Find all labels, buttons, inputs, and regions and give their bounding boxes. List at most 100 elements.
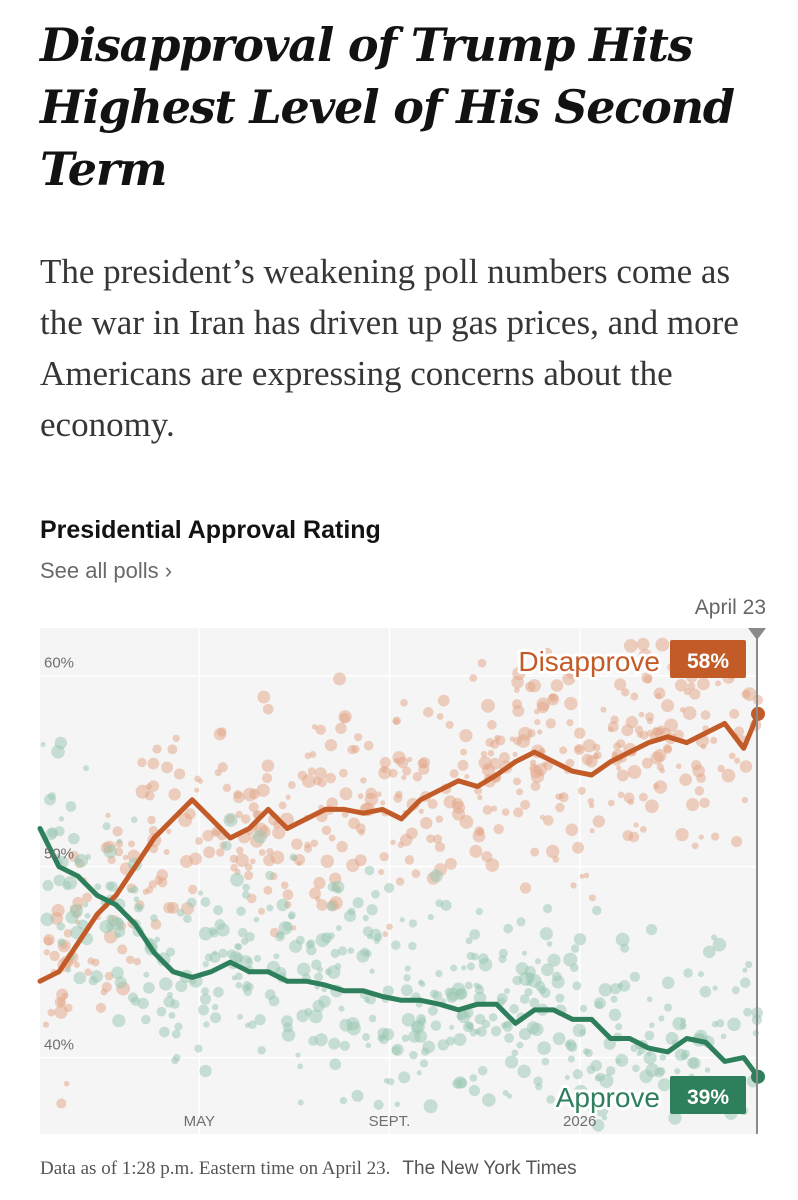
poll-dot xyxy=(236,906,246,916)
poll-dot xyxy=(195,837,203,845)
poll-dot xyxy=(50,912,64,925)
poll-dot xyxy=(392,716,401,726)
poll-dot xyxy=(241,937,249,945)
poll-dot xyxy=(373,1099,384,1110)
poll-dot xyxy=(445,720,454,729)
poll-dot xyxy=(276,898,289,912)
poll-dot xyxy=(582,1048,590,1055)
poll-dot xyxy=(270,850,285,865)
poll-dot xyxy=(720,1033,727,1040)
poll-dot xyxy=(328,834,336,842)
poll-dot xyxy=(680,1017,686,1024)
poll-dot xyxy=(592,905,602,916)
poll-dot xyxy=(382,931,389,938)
poll-dot xyxy=(278,801,287,810)
poll-dot xyxy=(317,778,327,788)
poll-dot xyxy=(95,1002,107,1013)
disapprove-value-label: 58% xyxy=(687,650,729,673)
poll-dot xyxy=(513,736,522,746)
poll-dot xyxy=(542,647,553,658)
poll-dot xyxy=(339,1040,350,1051)
poll-dot xyxy=(82,892,92,903)
poll-dot xyxy=(643,1051,657,1065)
poll-dot xyxy=(436,713,444,720)
poll-dot xyxy=(254,1014,266,1026)
poll-dot xyxy=(369,968,375,974)
poll-dot xyxy=(328,1037,341,1050)
poll-dot xyxy=(403,974,411,982)
poll-dot xyxy=(314,767,327,780)
poll-dot xyxy=(427,1005,438,1016)
poll-dot xyxy=(565,758,575,768)
poll-dot xyxy=(547,953,561,967)
poll-dot xyxy=(564,696,578,711)
poll-dot xyxy=(710,736,718,745)
poll-dot xyxy=(552,855,560,863)
poll-dot xyxy=(697,971,704,978)
see-all-polls-link[interactable]: See all polls › xyxy=(40,558,173,583)
poll-dot xyxy=(646,996,653,1002)
poll-dot xyxy=(203,1021,210,1028)
data-timestamp: Data as of 1:28 p.m. Eastern time on Apr… xyxy=(40,1158,391,1179)
poll-dot xyxy=(469,1074,478,1082)
poll-dot xyxy=(272,826,286,840)
poll-dot xyxy=(203,846,216,859)
poll-dot xyxy=(378,869,385,876)
poll-dot xyxy=(111,966,124,980)
poll-dot xyxy=(645,923,658,936)
poll-dot xyxy=(650,751,664,765)
poll-dot xyxy=(112,1014,126,1028)
poll-dot xyxy=(646,729,654,737)
poll-dot xyxy=(137,757,147,768)
poll-dot xyxy=(339,768,348,778)
poll-dot xyxy=(679,773,692,787)
poll-dot xyxy=(636,1050,642,1057)
poll-dot xyxy=(401,774,407,781)
poll-dot xyxy=(136,905,143,911)
poll-dot xyxy=(566,719,574,727)
poll-dot xyxy=(489,757,502,770)
poll-dot xyxy=(289,939,303,953)
poll-dot xyxy=(84,912,91,919)
poll-dot xyxy=(53,874,66,887)
poll-dot xyxy=(268,995,280,1007)
poll-dot xyxy=(200,897,211,907)
poll-dot xyxy=(406,756,413,763)
poll-dot xyxy=(56,988,69,1001)
poll-dot xyxy=(338,1005,345,1012)
poll-dot xyxy=(655,637,670,652)
poll-dot xyxy=(159,1026,170,1038)
poll-dot xyxy=(573,1084,588,1099)
poll-dot xyxy=(545,718,556,729)
poll-dot xyxy=(592,815,605,828)
poll-dot xyxy=(739,760,753,773)
poll-dot xyxy=(295,1052,301,1058)
poll-dot xyxy=(381,1028,395,1041)
poll-dot xyxy=(282,889,294,901)
poll-dot xyxy=(190,978,197,985)
poll-dot xyxy=(488,1013,498,1022)
poll-dot xyxy=(610,715,619,724)
poll-dot xyxy=(579,1029,586,1036)
poll-dot xyxy=(401,1013,416,1027)
poll-dot xyxy=(130,996,141,1006)
poll-dot xyxy=(646,717,654,725)
series-labels: 58% Disapprove 39% Approve xyxy=(515,640,746,1116)
poll-dot xyxy=(130,816,138,824)
poll-dot xyxy=(362,914,369,922)
poll-dot xyxy=(610,995,618,1003)
current-date-marker xyxy=(748,628,766,1134)
poll-dot xyxy=(339,1096,348,1105)
poll-dot xyxy=(658,1015,665,1022)
poll-dot xyxy=(460,748,468,756)
poll-dot xyxy=(445,1036,455,1046)
poll-dot xyxy=(741,796,749,804)
poll-dot xyxy=(128,840,136,848)
poll-dot xyxy=(176,908,185,917)
poll-dot xyxy=(429,869,443,883)
poll-dot xyxy=(752,1030,760,1037)
poll-dot xyxy=(188,884,198,895)
poll-dot xyxy=(704,1067,711,1073)
poll-dot xyxy=(711,934,718,941)
poll-dot xyxy=(712,985,718,991)
